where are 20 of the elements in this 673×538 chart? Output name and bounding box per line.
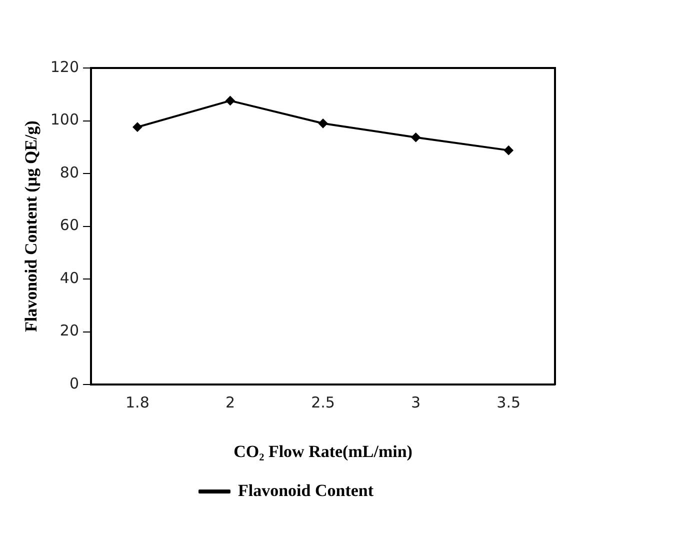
y-tick-label: 40 [60, 268, 80, 287]
x-tick-label: 2 [225, 393, 235, 412]
y-tick-label: 60 [60, 216, 80, 234]
y-tick-label: 80 [60, 163, 80, 182]
point [504, 146, 514, 155]
x-axis-title: CO₂ Flow Rate(mL/min) [234, 442, 412, 462]
point [411, 132, 420, 142]
y-tick-label: 120 [50, 58, 80, 76]
point [226, 96, 235, 106]
x-tick-label: 2.5 [311, 393, 335, 412]
y-tick-label: 100 [50, 110, 80, 129]
legend-label: Flavonoid Content [238, 480, 374, 500]
x-tick-label: 1.8 [126, 393, 150, 412]
y-tick-label: 0 [69, 374, 80, 392]
point [132, 122, 142, 132]
x-tick-label: 3 [411, 393, 421, 412]
y-tick-label: 20 [60, 322, 80, 340]
x-tick-label: 3.5 [496, 393, 521, 412]
y-axis-title: Flavonoid Content (µg QE/g) [22, 120, 41, 332]
point [318, 118, 328, 128]
